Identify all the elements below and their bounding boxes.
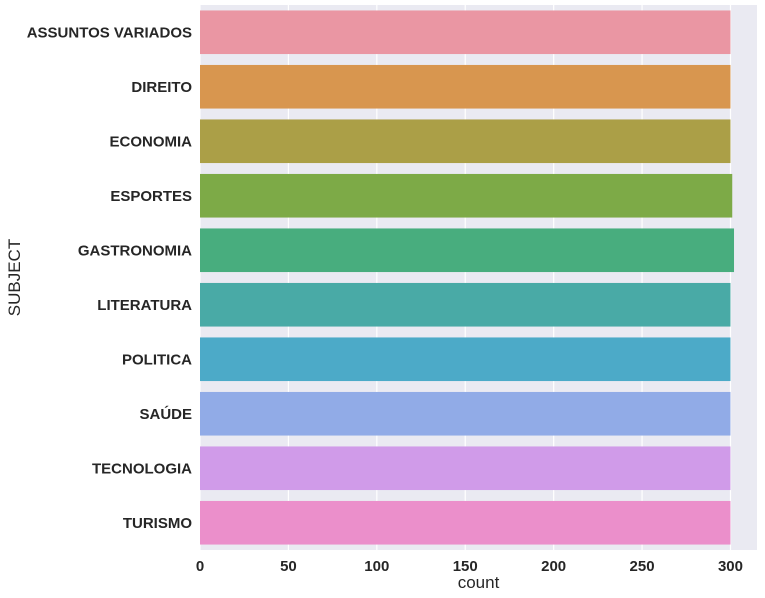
- bar: [200, 282, 731, 327]
- x-axis-label: count: [458, 573, 500, 592]
- x-tick-label: 200: [541, 558, 566, 575]
- bars: [200, 10, 735, 545]
- x-tick-label: 0: [196, 558, 204, 575]
- bar: [200, 10, 731, 55]
- x-tick-label: 300: [718, 558, 743, 575]
- y-axis-label: SUBJECT: [5, 239, 24, 316]
- category-label: DIREITO: [131, 79, 192, 96]
- category-labels: ASSUNTOS VARIADOS DIREITO ECONOMIA ESPORTES…: [27, 24, 193, 532]
- x-tick-label: 100: [364, 558, 389, 575]
- category-label: LITERATURA: [97, 297, 192, 314]
- bar: [200, 173, 733, 218]
- category-label: GASTRONOMIA: [78, 242, 192, 259]
- category-label: TURISMO: [123, 515, 192, 532]
- category-label: ASSUNTOS VARIADOS: [27, 24, 192, 41]
- bar: [200, 119, 731, 164]
- x-tick-label: 250: [630, 558, 655, 575]
- category-label: ESPORTES: [110, 188, 192, 205]
- category-label: TECNOLOGIA: [92, 460, 192, 477]
- category-label: POLITICA: [122, 351, 192, 368]
- category-label: ECONOMIA: [110, 133, 193, 150]
- x-tick-label: 150: [453, 558, 478, 575]
- bar: [200, 228, 735, 273]
- bar: [200, 64, 731, 109]
- bar: [200, 337, 731, 382]
- x-tick-labels: 0 50 100 150 200 250 300: [196, 558, 743, 575]
- bar: [200, 500, 731, 545]
- bar: [200, 391, 731, 436]
- category-label: SAÚDE: [139, 405, 192, 423]
- x-tick-label: 50: [280, 558, 297, 575]
- bar: [200, 446, 731, 491]
